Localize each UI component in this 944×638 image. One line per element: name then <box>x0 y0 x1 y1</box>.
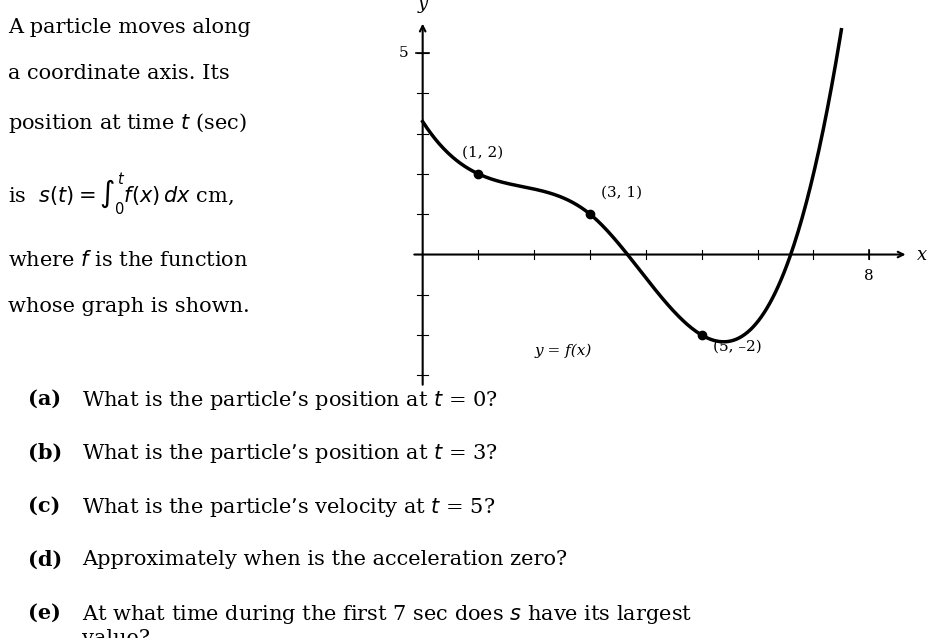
Text: is  $s(t) = \int_0^t f(x)\,dx$ cm,: is $s(t) = \int_0^t f(x)\,dx$ cm, <box>8 172 234 218</box>
Text: Approximately when is the acceleration zero?: Approximately when is the acceleration z… <box>82 549 567 568</box>
Text: (a): (a) <box>28 389 61 409</box>
Text: a coordinate axis. Its: a coordinate axis. Its <box>8 64 230 84</box>
Text: What is the particle’s velocity at $t$ = 5?: What is the particle’s velocity at $t$ =… <box>82 496 496 519</box>
Text: y = f(x): y = f(x) <box>534 343 592 357</box>
Text: where $f$ is the function: where $f$ is the function <box>8 250 248 270</box>
Text: y: y <box>417 0 428 13</box>
Text: position at time $t$ (sec): position at time $t$ (sec) <box>8 111 247 135</box>
Text: (e): (e) <box>28 603 60 623</box>
Text: 8: 8 <box>865 269 874 283</box>
Text: (3, 1): (3, 1) <box>601 186 643 200</box>
Text: A particle moves along: A particle moves along <box>8 18 251 37</box>
Text: (b): (b) <box>28 442 62 463</box>
Text: (1, 2): (1, 2) <box>462 146 503 160</box>
Text: x: x <box>917 246 927 263</box>
Text: At what time during the first 7 sec does $s$ have its largest
value?: At what time during the first 7 sec does… <box>82 603 693 638</box>
Text: (5, –2): (5, –2) <box>713 339 762 353</box>
Text: 5: 5 <box>399 46 409 60</box>
Text: What is the particle’s position at $t$ = 3?: What is the particle’s position at $t$ =… <box>82 442 497 465</box>
Text: (c): (c) <box>28 496 60 516</box>
Text: whose graph is shown.: whose graph is shown. <box>8 297 250 316</box>
Text: What is the particle’s position at $t$ = 0?: What is the particle’s position at $t$ =… <box>82 389 497 412</box>
Text: (d): (d) <box>28 549 62 570</box>
